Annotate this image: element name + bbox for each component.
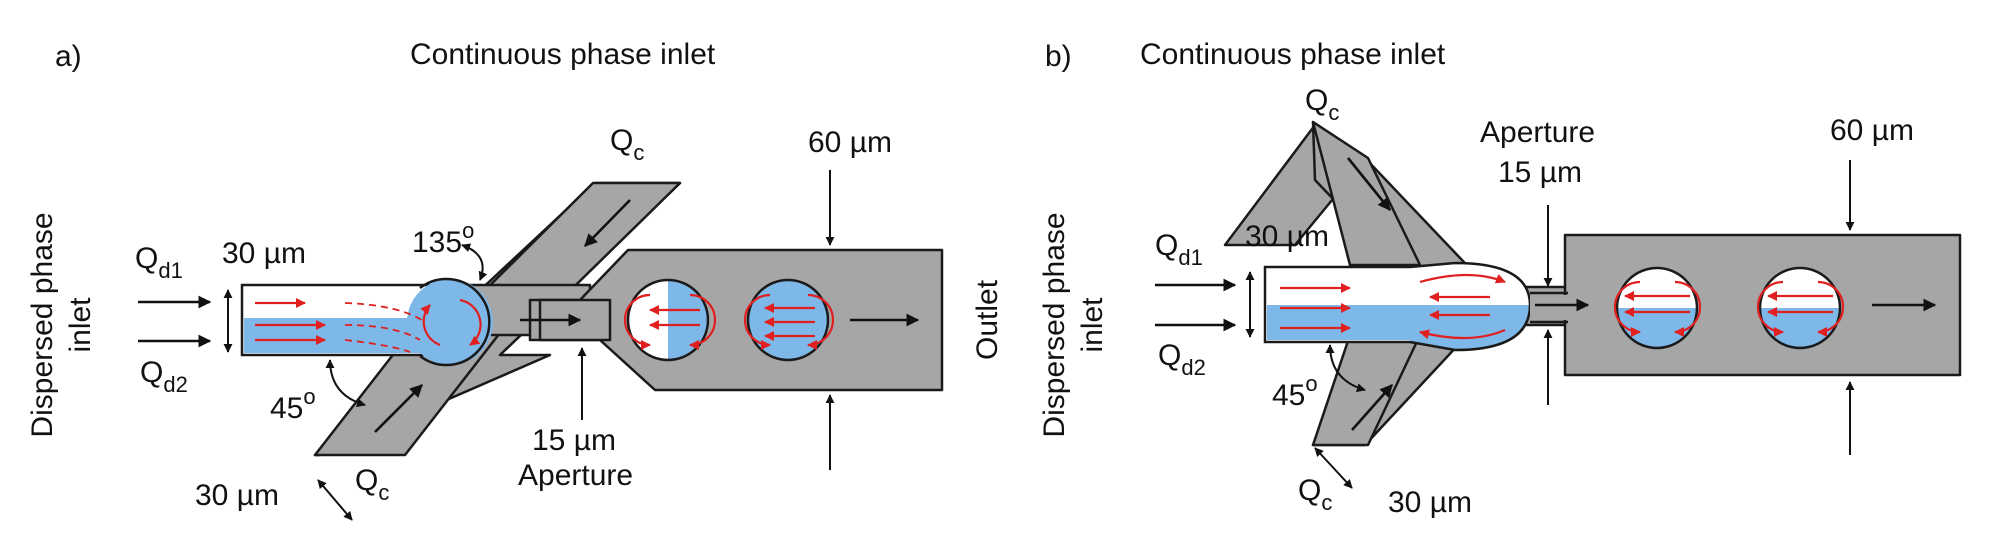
panel-a-qc-top-label: Qc (610, 124, 644, 165)
panel-b-inlet-width-label: 30 µm (1388, 486, 1472, 519)
panel-b-width-label: 30 µm (1245, 220, 1329, 253)
panel-a-aperture-width-label: 15 µm (532, 424, 616, 457)
panel-a-angle-top: 135o (412, 218, 474, 259)
panel-a-dispersed-inlet-label: Dispersed phase inlet (26, 212, 97, 437)
panel-a-outlet-width-label: 60 µm (808, 126, 892, 159)
panel-b-dispersed-inlet-label: Dispersed phase inlet (1038, 212, 1109, 437)
panel-a-inlet-width-label: 30 µm (195, 479, 279, 512)
panel-a-droplet-2 (743, 278, 835, 362)
panel-a-aperture-label: Aperture (518, 459, 633, 492)
panel-a-lower-flow-arrow (374, 384, 423, 433)
panel-b-angle-bottom: 45o (1272, 371, 1318, 412)
panel-b-droplet-2 (1756, 266, 1845, 350)
panel-b: b) Continuous phase inlet (1038, 38, 1962, 519)
panel-a-outlet-label: Outlet (971, 279, 1004, 360)
panel-b-qc-top-label: Qc (1305, 84, 1339, 125)
panel-a-title: Continuous phase inlet (410, 38, 716, 71)
panel-b-upper-flow-arrow (1346, 157, 1392, 212)
panel-a-letter: a) (55, 40, 82, 73)
panel-a-qd2-label: Qd2 (140, 356, 188, 397)
panel-b-title: Continuous phase inlet (1140, 38, 1446, 71)
panel-a: a) Continuous phase inlet (26, 38, 1004, 521)
panel-b-qd1-label: Qd1 (1155, 229, 1203, 270)
panel-b-lower-flow-arrow (1351, 384, 1393, 431)
panel-b-aperture-label: Aperture (1480, 116, 1595, 149)
panel-b-qc-bottom-label: Qc (1298, 474, 1332, 515)
panel-b-letter: b) (1045, 40, 1072, 73)
panel-b-outlet-width-label: 60 µm (1830, 114, 1914, 147)
panel-b-droplet-1 (1613, 266, 1702, 350)
panel-a-qd1-label: Qd1 (135, 242, 183, 283)
panel-a-upper-flow-arrow (584, 199, 631, 247)
panel-a-width-label: 30 µm (222, 237, 306, 270)
panel-b-qd2-label: Qd2 (1158, 339, 1206, 380)
panel-a-droplet-1 (623, 278, 717, 362)
panel-b-dispersed-fluid (1267, 305, 1417, 340)
panel-a-angle-bottom: 45o (270, 384, 316, 425)
panel-a-qc-bottom-label: Qc (355, 464, 389, 505)
panel-b-aperture-width-label: 15 µm (1498, 156, 1582, 189)
